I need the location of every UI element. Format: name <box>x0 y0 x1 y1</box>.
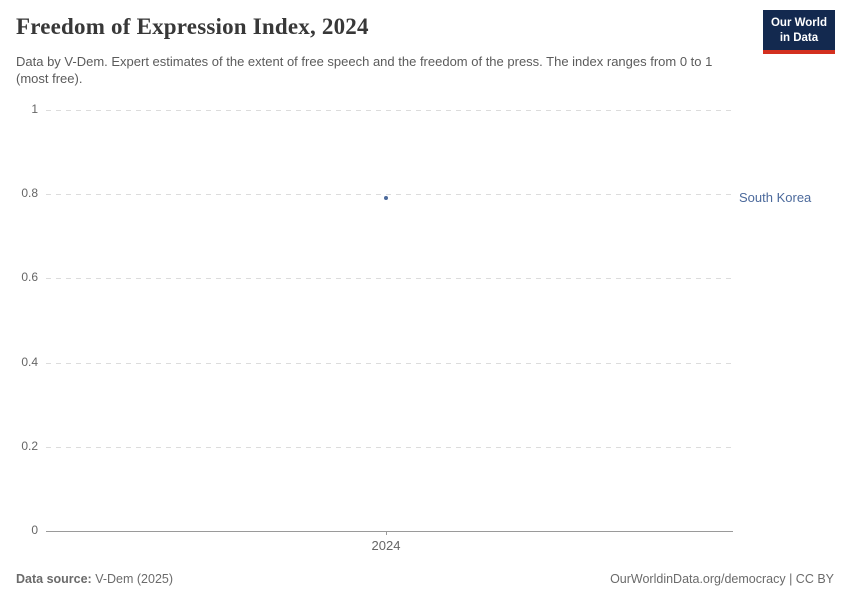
owid-logo-line1: Our World <box>770 17 827 29</box>
data-source: Data source: V-Dem (2025) <box>16 572 173 586</box>
y-axis-tick-label: 0.4 <box>21 354 38 369</box>
entity-label-south-korea[interactable]: South Korea <box>739 190 812 206</box>
x-axis-line <box>46 531 733 532</box>
page-title: Freedom of Expression Index, 2024 <box>16 14 369 39</box>
gridline <box>46 110 733 111</box>
owid-logo: Our World in Data <box>762 10 835 55</box>
data-source-value: V-Dem (2025) <box>95 572 174 586</box>
y-axis-tick-label: 1 <box>31 102 38 116</box>
gridline <box>46 362 733 364</box>
gridline <box>46 194 733 196</box>
y-axis-tick-label: 0 <box>31 523 38 537</box>
gridline <box>46 278 733 280</box>
y-axis-tick-label: 0.2 <box>21 438 38 453</box>
data-point-south-korea[interactable] <box>384 196 388 201</box>
owid-logo-line2: in Data <box>779 31 819 44</box>
x-axis-tick <box>386 531 387 535</box>
gridline <box>46 446 733 448</box>
y-axis-tick-label: 0.6 <box>21 270 38 285</box>
chart-subtitle: Data by V-Dem. Expert estimates of the e… <box>16 54 713 87</box>
y-axis-tick-label: 0.8 <box>21 186 38 201</box>
data-source-label: Data source: <box>16 572 92 586</box>
x-axis-tick-label: 2024 <box>371 538 401 553</box>
credit-line: OurWorldinData.org/democracy | CC BY <box>610 572 834 586</box>
